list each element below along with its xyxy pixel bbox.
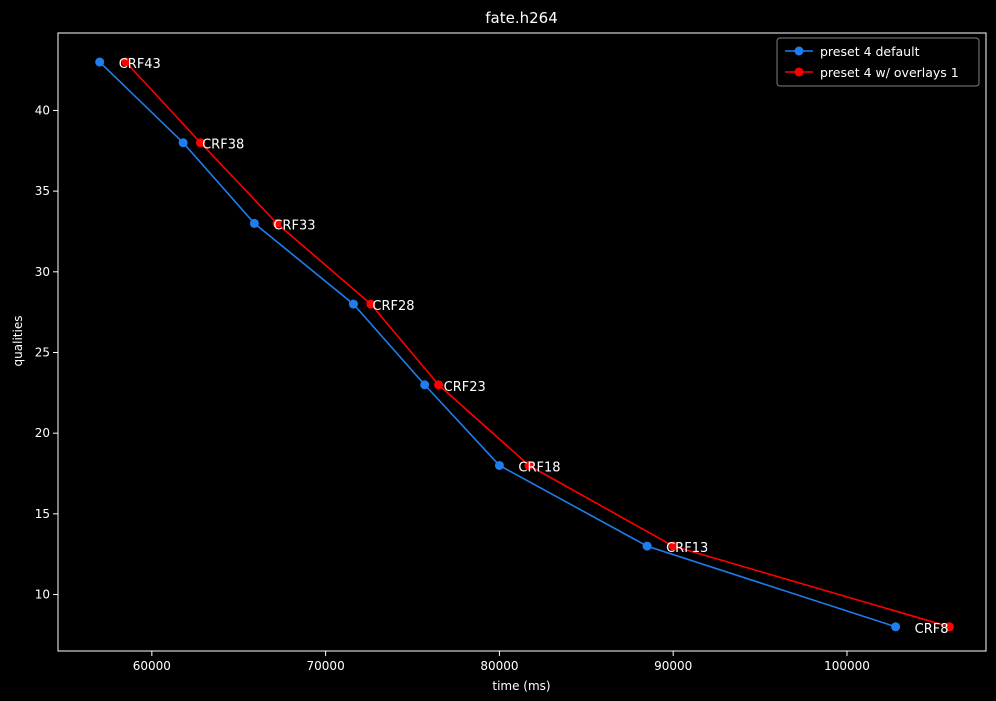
point-label: CRF23 bbox=[444, 380, 486, 395]
y-axis-label: qualities bbox=[11, 316, 25, 367]
y-tick-label: 15 bbox=[35, 507, 50, 521]
x-tick-label: 80000 bbox=[480, 659, 518, 673]
legend-marker bbox=[795, 68, 804, 77]
legend-marker bbox=[795, 47, 804, 56]
y-tick-label: 25 bbox=[35, 345, 50, 359]
y-tick-label: 10 bbox=[35, 588, 50, 602]
data-point bbox=[179, 138, 188, 147]
x-axis-label: time (ms) bbox=[492, 679, 550, 693]
data-point bbox=[349, 300, 358, 309]
data-point bbox=[495, 461, 504, 470]
point-label: CRF38 bbox=[202, 138, 244, 153]
data-point bbox=[891, 622, 900, 631]
chart-title: fate.h264 bbox=[485, 9, 558, 27]
x-tick-label: 70000 bbox=[307, 659, 345, 673]
point-label: CRF28 bbox=[372, 299, 414, 314]
point-label: CRF33 bbox=[273, 218, 315, 233]
legend-label: preset 4 w/ overlays 1 bbox=[820, 65, 959, 80]
y-tick-label: 40 bbox=[35, 103, 50, 117]
y-tick-label: 20 bbox=[35, 426, 50, 440]
data-point bbox=[420, 380, 429, 389]
data-point bbox=[95, 58, 104, 67]
x-tick-label: 100000 bbox=[824, 659, 870, 673]
x-tick-label: 60000 bbox=[133, 659, 171, 673]
x-tick-label: 90000 bbox=[654, 659, 692, 673]
data-point bbox=[250, 219, 259, 228]
y-tick-label: 30 bbox=[35, 265, 50, 279]
point-label: CRF43 bbox=[119, 57, 161, 72]
y-tick-label: 35 bbox=[35, 184, 50, 198]
data-point bbox=[434, 380, 443, 389]
point-label: CRF13 bbox=[666, 541, 708, 556]
legend: preset 4 default preset 4 w/ overlays 1 bbox=[777, 38, 979, 86]
point-label: CRF8 bbox=[915, 622, 949, 637]
point-label: CRF18 bbox=[518, 460, 560, 475]
data-point bbox=[643, 542, 652, 551]
legend-label: preset 4 default bbox=[820, 44, 920, 59]
